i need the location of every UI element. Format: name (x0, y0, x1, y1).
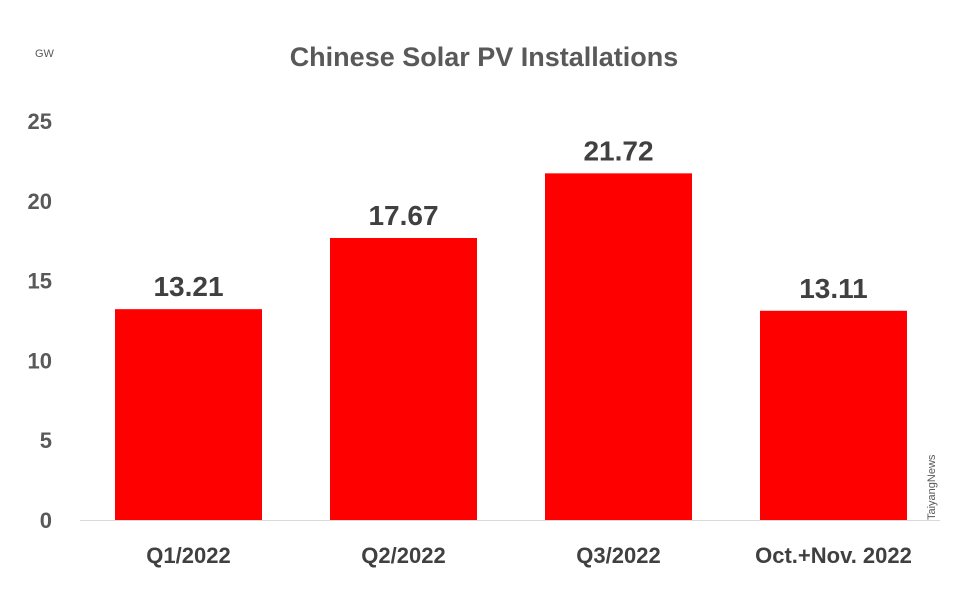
y-tick-label: 0 (40, 508, 52, 533)
chart-title: Chinese Solar PV Installations (290, 42, 679, 72)
y-tick-label: 15 (28, 269, 52, 294)
bar (545, 173, 692, 520)
data-label: 13.11 (799, 273, 868, 304)
y-axis-unit: GW (35, 48, 55, 60)
y-tick-label: 25 (28, 109, 52, 134)
x-tick-label: Oct.+Nov. 2022 (755, 543, 912, 568)
data-label: 13.21 (153, 271, 223, 302)
data-label: 17.67 (368, 200, 438, 231)
y-tick-label: 10 (28, 348, 52, 373)
x-tick-label: Q1/2022 (146, 543, 230, 568)
data-label: 21.72 (583, 135, 653, 166)
bar (330, 237, 477, 520)
y-tick-label: 5 (40, 428, 52, 453)
bar (115, 309, 262, 520)
y-tick-label: 20 (28, 189, 52, 214)
x-tick-label: Q2/2022 (361, 543, 445, 568)
bar (760, 310, 907, 520)
x-tick-label: Q3/2022 (576, 543, 660, 568)
watermark: TaiyangNews (926, 454, 938, 520)
